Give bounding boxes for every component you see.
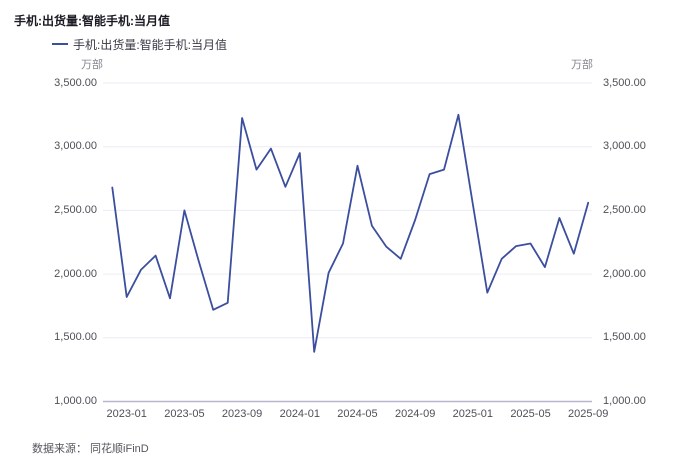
y-axis-label-left: 1,500.00 bbox=[54, 331, 97, 344]
chart-title: 手机:出货量:智能手机:当月值 bbox=[14, 14, 170, 28]
x-axis-label: 2025-05 bbox=[510, 408, 551, 420]
x-axis-label: 2025-01 bbox=[452, 408, 494, 420]
legend-line-marker bbox=[52, 42, 68, 46]
y-axis-label-right: 2,500.00 bbox=[603, 203, 646, 216]
y-axis-label-right: 3,000.00 bbox=[603, 140, 646, 153]
legend-label: 手机:出货量:智能手机:当月值 bbox=[73, 37, 228, 52]
y-axis-label-left: 2,000.00 bbox=[54, 267, 97, 280]
x-axis-label: 2023-09 bbox=[221, 408, 263, 420]
x-axis-label: 2023-01 bbox=[106, 408, 147, 420]
y-axis-label-left: 1,000.00 bbox=[54, 395, 97, 407]
x-axis-label: 2024-01 bbox=[279, 408, 320, 420]
y-axis-label-left: 3,000.00 bbox=[54, 140, 97, 153]
y-axis-label-right: 3,500.00 bbox=[603, 76, 646, 89]
legend-item[interactable]: 手机:出货量:智能手机:当月值 bbox=[52, 36, 227, 52]
y-axis-label-right: 1,000.00 bbox=[603, 395, 646, 407]
x-axis-label: 2023-05 bbox=[164, 408, 205, 420]
series-line bbox=[111, 113, 590, 353]
data-source: 数据来源： 同花顺iFinD bbox=[32, 443, 149, 455]
y-axis-unit-right: 万部 bbox=[571, 59, 593, 71]
x-axis-label: 2024-09 bbox=[394, 408, 436, 420]
x-axis-label: 2024-05 bbox=[337, 408, 378, 420]
y-axis-label-left: 2,500.00 bbox=[54, 203, 97, 216]
y-axis-label-right: 2,000.00 bbox=[603, 267, 646, 280]
y-axis-label-left: 3,500.00 bbox=[54, 76, 97, 89]
x-axis-label: 2025-09 bbox=[568, 408, 609, 420]
y-axis-label-right: 1,500.00 bbox=[603, 331, 646, 344]
y-axis-unit-left: 万部 bbox=[81, 59, 103, 71]
